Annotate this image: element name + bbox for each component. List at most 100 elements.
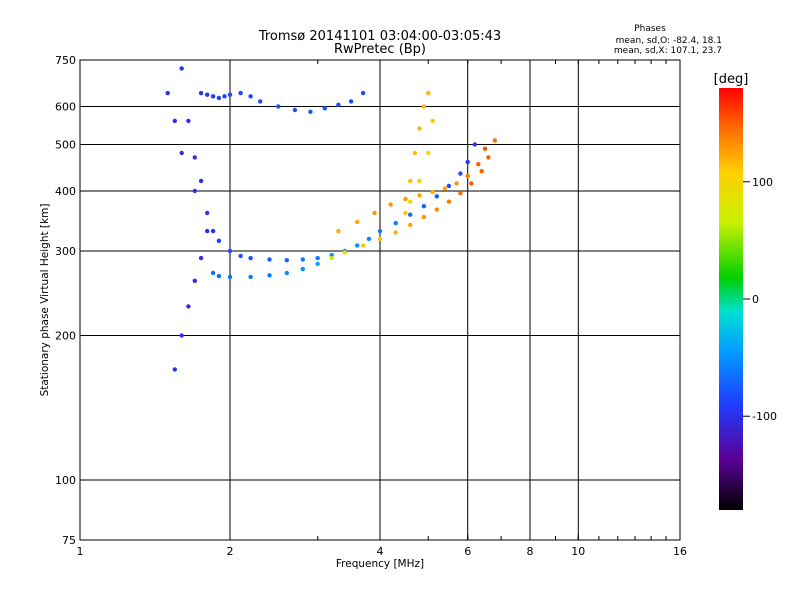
data-point (179, 333, 184, 338)
data-point (258, 99, 263, 104)
data-point (442, 186, 448, 191)
data-point (446, 199, 452, 204)
data-point (227, 274, 233, 280)
data-point (186, 304, 191, 309)
data-point (267, 273, 272, 278)
data-point (454, 181, 459, 186)
data-point (300, 266, 305, 272)
data-point (284, 270, 289, 276)
data-point (355, 219, 360, 225)
data-point (446, 183, 452, 189)
legend-line-x: mean, sd,X: 107.1, 23.7 (614, 46, 722, 56)
data-point (198, 90, 204, 96)
data-point (469, 181, 474, 186)
chart-title: Tromsø 20141101 03:04:00-03:05:43 (258, 29, 501, 44)
data-point (329, 255, 334, 261)
data-point (360, 90, 366, 96)
data-point (179, 66, 184, 71)
data-point (238, 253, 243, 259)
data-point (216, 95, 222, 101)
data-point (408, 199, 413, 204)
data-point (336, 228, 341, 234)
data-point (292, 107, 298, 113)
data-point (472, 142, 477, 147)
data-point (403, 210, 408, 216)
data-point (308, 109, 313, 115)
x-tick-label: 8 (527, 545, 534, 558)
x-tick-label: 4 (377, 545, 384, 558)
colorbar (719, 88, 743, 510)
data-point (465, 173, 470, 179)
data-point (479, 169, 484, 174)
grid (80, 60, 680, 540)
x-tick-label: 2 (227, 545, 234, 558)
x-tick-label: 10 (571, 545, 585, 558)
chart-subtitle: RwPretec (Bp) (334, 42, 426, 57)
data-point (421, 214, 427, 220)
data-point (393, 230, 398, 235)
data-point (222, 94, 227, 99)
data-point (179, 150, 184, 156)
data-point (248, 255, 253, 261)
data-point (393, 220, 398, 226)
data-point (408, 212, 413, 217)
data-point (421, 204, 427, 209)
data-point (336, 102, 341, 108)
x-tick-label: 16 (673, 545, 687, 558)
data-point (322, 106, 327, 111)
data-point (276, 104, 281, 109)
data-point (412, 150, 418, 156)
data-point (342, 250, 347, 255)
x-tick-label: 1 (77, 545, 84, 558)
data-point (172, 118, 177, 124)
data-point (216, 273, 222, 279)
data-point (227, 248, 233, 254)
data-point (284, 258, 289, 263)
data-point (315, 255, 320, 261)
data-point (192, 155, 197, 160)
data-point (430, 189, 435, 195)
data-point (238, 90, 243, 96)
data-point (377, 228, 383, 234)
data-point (458, 171, 463, 176)
data-point (267, 257, 272, 262)
data-point (421, 104, 427, 109)
colorbar-tick-label: 0 (752, 293, 759, 306)
data-point (172, 367, 177, 372)
colorbar-tick-label: 100 (752, 176, 773, 189)
data-point (248, 94, 253, 99)
data-point (205, 210, 210, 216)
data-point (465, 159, 470, 165)
y-tick-label: 750 (55, 54, 76, 67)
y-tick-label: 400 (55, 185, 76, 198)
y-tick-label: 75 (62, 534, 76, 547)
data-point (492, 138, 497, 143)
data-point (388, 202, 393, 207)
data-point (210, 228, 216, 234)
colorbar-label: [deg] (714, 72, 749, 87)
data-point (227, 92, 233, 97)
data-point (210, 270, 216, 276)
data-point (165, 90, 170, 96)
data-point (482, 146, 488, 151)
data-point (372, 210, 377, 216)
legend-title: Phases (634, 24, 666, 34)
legend-line-o: mean, sd,O: -82.4, 18.1 (616, 36, 722, 46)
data-point (434, 194, 439, 199)
data-point (426, 150, 431, 156)
data-point (210, 94, 216, 99)
data-point (366, 236, 372, 242)
data-point (205, 92, 210, 97)
data-point (186, 118, 191, 124)
y-tick-label: 600 (55, 101, 76, 114)
data-point (205, 228, 210, 234)
data-point (458, 190, 463, 196)
data-point (216, 238, 222, 243)
y-axis-label: Stationary phase Virtual Height [km] (39, 204, 51, 397)
data-point (408, 178, 413, 184)
data-point (377, 236, 383, 242)
data-point (198, 255, 204, 261)
data-point (300, 257, 305, 262)
data-point (426, 90, 431, 96)
x-axis: 1 2 4 6 8 10 16 (77, 60, 687, 558)
